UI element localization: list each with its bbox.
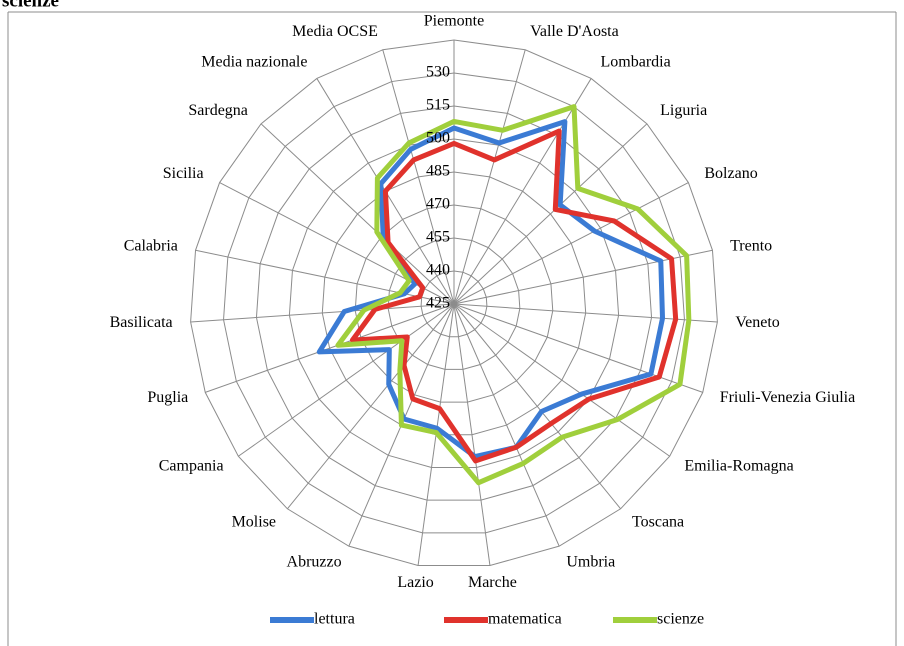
category-label: Abruzzo	[287, 553, 342, 570]
spoke	[453, 303, 491, 566]
spoke	[453, 123, 648, 305]
category-label: Friuli-Venezia Giulia	[720, 389, 856, 406]
spoke	[453, 182, 689, 305]
category-label: Media nazionale	[201, 54, 307, 71]
grid-ring	[190, 39, 718, 567]
category-label: Lombardia	[601, 54, 671, 71]
series-line	[316, 119, 666, 460]
y-tick-label: 455	[426, 229, 450, 246]
series-line	[335, 104, 692, 486]
spoke	[382, 49, 455, 305]
y-tick-label: 425	[426, 295, 450, 312]
category-label: Toscana	[632, 513, 684, 530]
y-tick-label: 530	[426, 64, 450, 81]
category-label: Emilia-Romagna	[684, 457, 793, 474]
y-tick-label: 470	[426, 196, 450, 213]
category-label: Media OCSE	[292, 23, 378, 40]
category-label: Piemonte	[424, 13, 484, 30]
category-label: Puglia	[147, 389, 188, 406]
spoke	[260, 123, 455, 305]
category-label: Marche	[468, 574, 517, 591]
category-label: Veneto	[735, 314, 779, 331]
category-label: Sardegna	[188, 102, 248, 119]
legend-label: matematica	[488, 611, 562, 628]
grid-ring	[288, 138, 620, 468]
grid-ring	[223, 72, 685, 534]
legend-label: lettura	[314, 611, 355, 628]
category-label: Umbria	[566, 553, 615, 570]
spoke	[190, 303, 455, 323]
grid-ring	[420, 270, 488, 338]
category-label: Sicilia	[163, 165, 204, 182]
chart-title: scienze	[2, 0, 59, 11]
spoke	[287, 303, 455, 510]
spoke	[453, 303, 621, 510]
series-line	[349, 128, 679, 464]
y-tick-label: 515	[426, 97, 450, 114]
grid-ring	[321, 171, 587, 436]
category-label: Calabria	[124, 237, 178, 254]
spoke	[238, 303, 455, 457]
spoke	[453, 303, 670, 457]
category-label: Molise	[232, 513, 276, 530]
category-label: Basilicata	[110, 314, 173, 331]
spoke	[195, 249, 455, 305]
grid-ring	[387, 237, 521, 370]
category-label: Trento	[730, 237, 772, 254]
spoke	[205, 303, 455, 393]
y-tick-label: 485	[426, 163, 450, 180]
spoke	[453, 78, 592, 305]
category-label: Valle D'Aosta	[530, 23, 619, 40]
spoke	[453, 303, 560, 547]
grid-ring	[354, 204, 554, 403]
category-label: Liguria	[660, 102, 707, 119]
legend-label: scienze	[657, 611, 704, 628]
category-label: Lazio	[397, 574, 433, 591]
spoke	[453, 49, 526, 305]
y-tick-label: 500	[426, 130, 450, 147]
category-label: Bolzano	[704, 165, 757, 182]
y-tick-label: 440	[426, 262, 450, 279]
category-label: Campania	[159, 457, 224, 474]
